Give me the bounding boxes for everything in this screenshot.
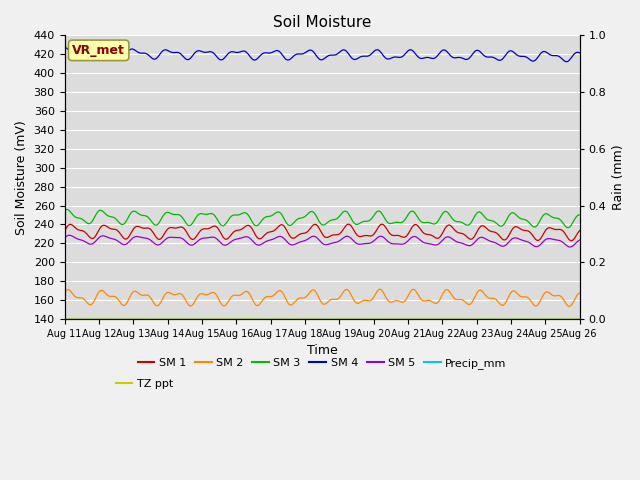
X-axis label: Time: Time — [307, 344, 337, 357]
Legend: TZ ppt: TZ ppt — [111, 374, 177, 393]
Text: VR_met: VR_met — [72, 44, 125, 57]
Title: Soil Moisture: Soil Moisture — [273, 15, 371, 30]
Y-axis label: Rain (mm): Rain (mm) — [612, 144, 625, 210]
Y-axis label: Soil Moisture (mV): Soil Moisture (mV) — [15, 120, 28, 235]
